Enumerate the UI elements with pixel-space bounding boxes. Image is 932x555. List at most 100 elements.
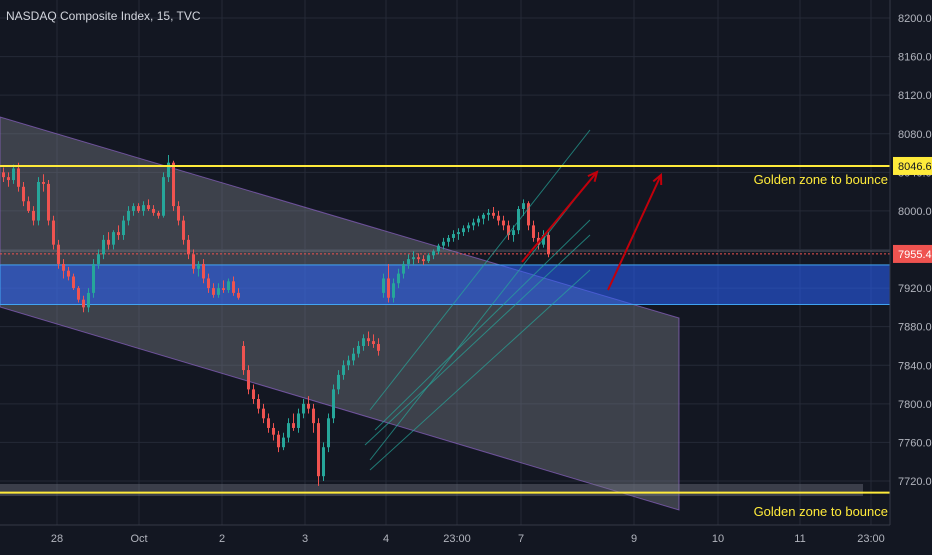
pitchfork-line (369, 179, 591, 461)
x-tick-label: 7 (518, 533, 524, 545)
candle-body (207, 278, 210, 289)
y-tick-label: 7840.0 (898, 360, 932, 372)
candle-body (497, 215, 500, 221)
candle-body (37, 181, 40, 221)
x-tick-label: 23:00 (443, 533, 471, 545)
candle-body (137, 206, 140, 211)
drawing-overlays (0, 129, 890, 494)
candle-body (342, 365, 345, 375)
pitchfork-line (374, 219, 591, 431)
x-tick-label: Oct (130, 533, 147, 545)
candle-body (182, 220, 185, 240)
support-zone (0, 264, 891, 305)
candle-body (97, 254, 100, 264)
x-tick-label: 11 (794, 533, 805, 545)
candle-body (392, 283, 395, 298)
candle-body (312, 408, 315, 424)
candle-body (522, 203, 525, 209)
x-tick-label: 23:00 (857, 533, 885, 545)
candle-body (27, 201, 30, 211)
candle-body (222, 288, 225, 291)
candle-body (422, 259, 425, 262)
level-price-label: 8046.6 (898, 161, 932, 173)
candle-body (462, 228, 465, 233)
candle-body (467, 225, 470, 229)
candle-body (457, 232, 460, 235)
candle-body (407, 259, 410, 264)
candle-body (277, 434, 280, 448)
candle-body (292, 423, 295, 428)
candle-body (282, 437, 285, 448)
upward-arrow-2 (607, 174, 662, 291)
candle-body (197, 263, 200, 269)
candle-body (377, 344, 380, 351)
x-tick-label: 9 (631, 533, 637, 545)
candle-body (187, 239, 190, 255)
candle-body (357, 345, 360, 354)
x-tick-label: 10 (712, 533, 724, 545)
chart-title: NASDAQ Composite Index, 15, TVC (6, 9, 201, 23)
candle-body (242, 345, 245, 371)
x-tick-label: 2 (219, 533, 225, 545)
y-tick-label: 8160.0 (898, 52, 932, 64)
candle-body (112, 232, 115, 245)
candle-body (7, 177, 10, 181)
upward-arrow-1-head (587, 170, 599, 182)
candle-body (172, 162, 175, 207)
candle-body (167, 162, 170, 178)
candle-body (412, 257, 415, 260)
candle-body (272, 427, 275, 435)
candle-body (212, 288, 215, 295)
current-price-tag (893, 244, 932, 263)
candle-body (337, 374, 340, 390)
candle-body (297, 413, 300, 428)
candle-body (217, 288, 220, 295)
candle-body (12, 168, 15, 181)
candle-body (267, 418, 270, 428)
candle-body (227, 281, 230, 291)
candle-body (92, 263, 95, 293)
candle-body (17, 168, 20, 187)
candle-body (307, 403, 310, 409)
candle-body (387, 278, 390, 298)
candle-body (372, 341, 375, 345)
level-price-tag (893, 156, 932, 175)
candle-body (117, 232, 120, 236)
candle-body (152, 208, 155, 213)
candle-body (492, 212, 495, 216)
candle-body (202, 263, 205, 279)
candle-body (527, 203, 530, 226)
candle-body (477, 218, 480, 223)
candle-body (512, 230, 515, 236)
candle-body (232, 281, 235, 293)
candle-body (302, 403, 305, 414)
x-tick-label: 4 (383, 533, 389, 545)
x-tick-label: 3 (302, 533, 308, 545)
candle-body (47, 183, 50, 221)
candle-body (262, 408, 265, 419)
upward-arrow-1 (521, 171, 598, 263)
y-tick-label: 7760.0 (898, 437, 932, 449)
candle-body (157, 212, 160, 216)
candle-body (332, 389, 335, 419)
candle-body (437, 245, 440, 252)
candle-body (82, 299, 85, 308)
candle-body (127, 210, 130, 221)
candle-body (77, 288, 80, 300)
lower-golden-zone-label: Golden zone to bounce (754, 504, 888, 519)
candle-body (447, 237, 450, 242)
candle-body (132, 206, 135, 211)
candle-body (147, 205, 150, 209)
x-tick-label: 28 (51, 533, 63, 545)
candle-body (52, 220, 55, 245)
candle-body (427, 255, 430, 262)
candle-body (42, 181, 45, 184)
candle-body (397, 273, 400, 284)
candle-body (102, 239, 105, 255)
candle-body (87, 292, 90, 308)
current-price-label: 7955.4 (898, 249, 932, 261)
candle-body (327, 418, 330, 448)
